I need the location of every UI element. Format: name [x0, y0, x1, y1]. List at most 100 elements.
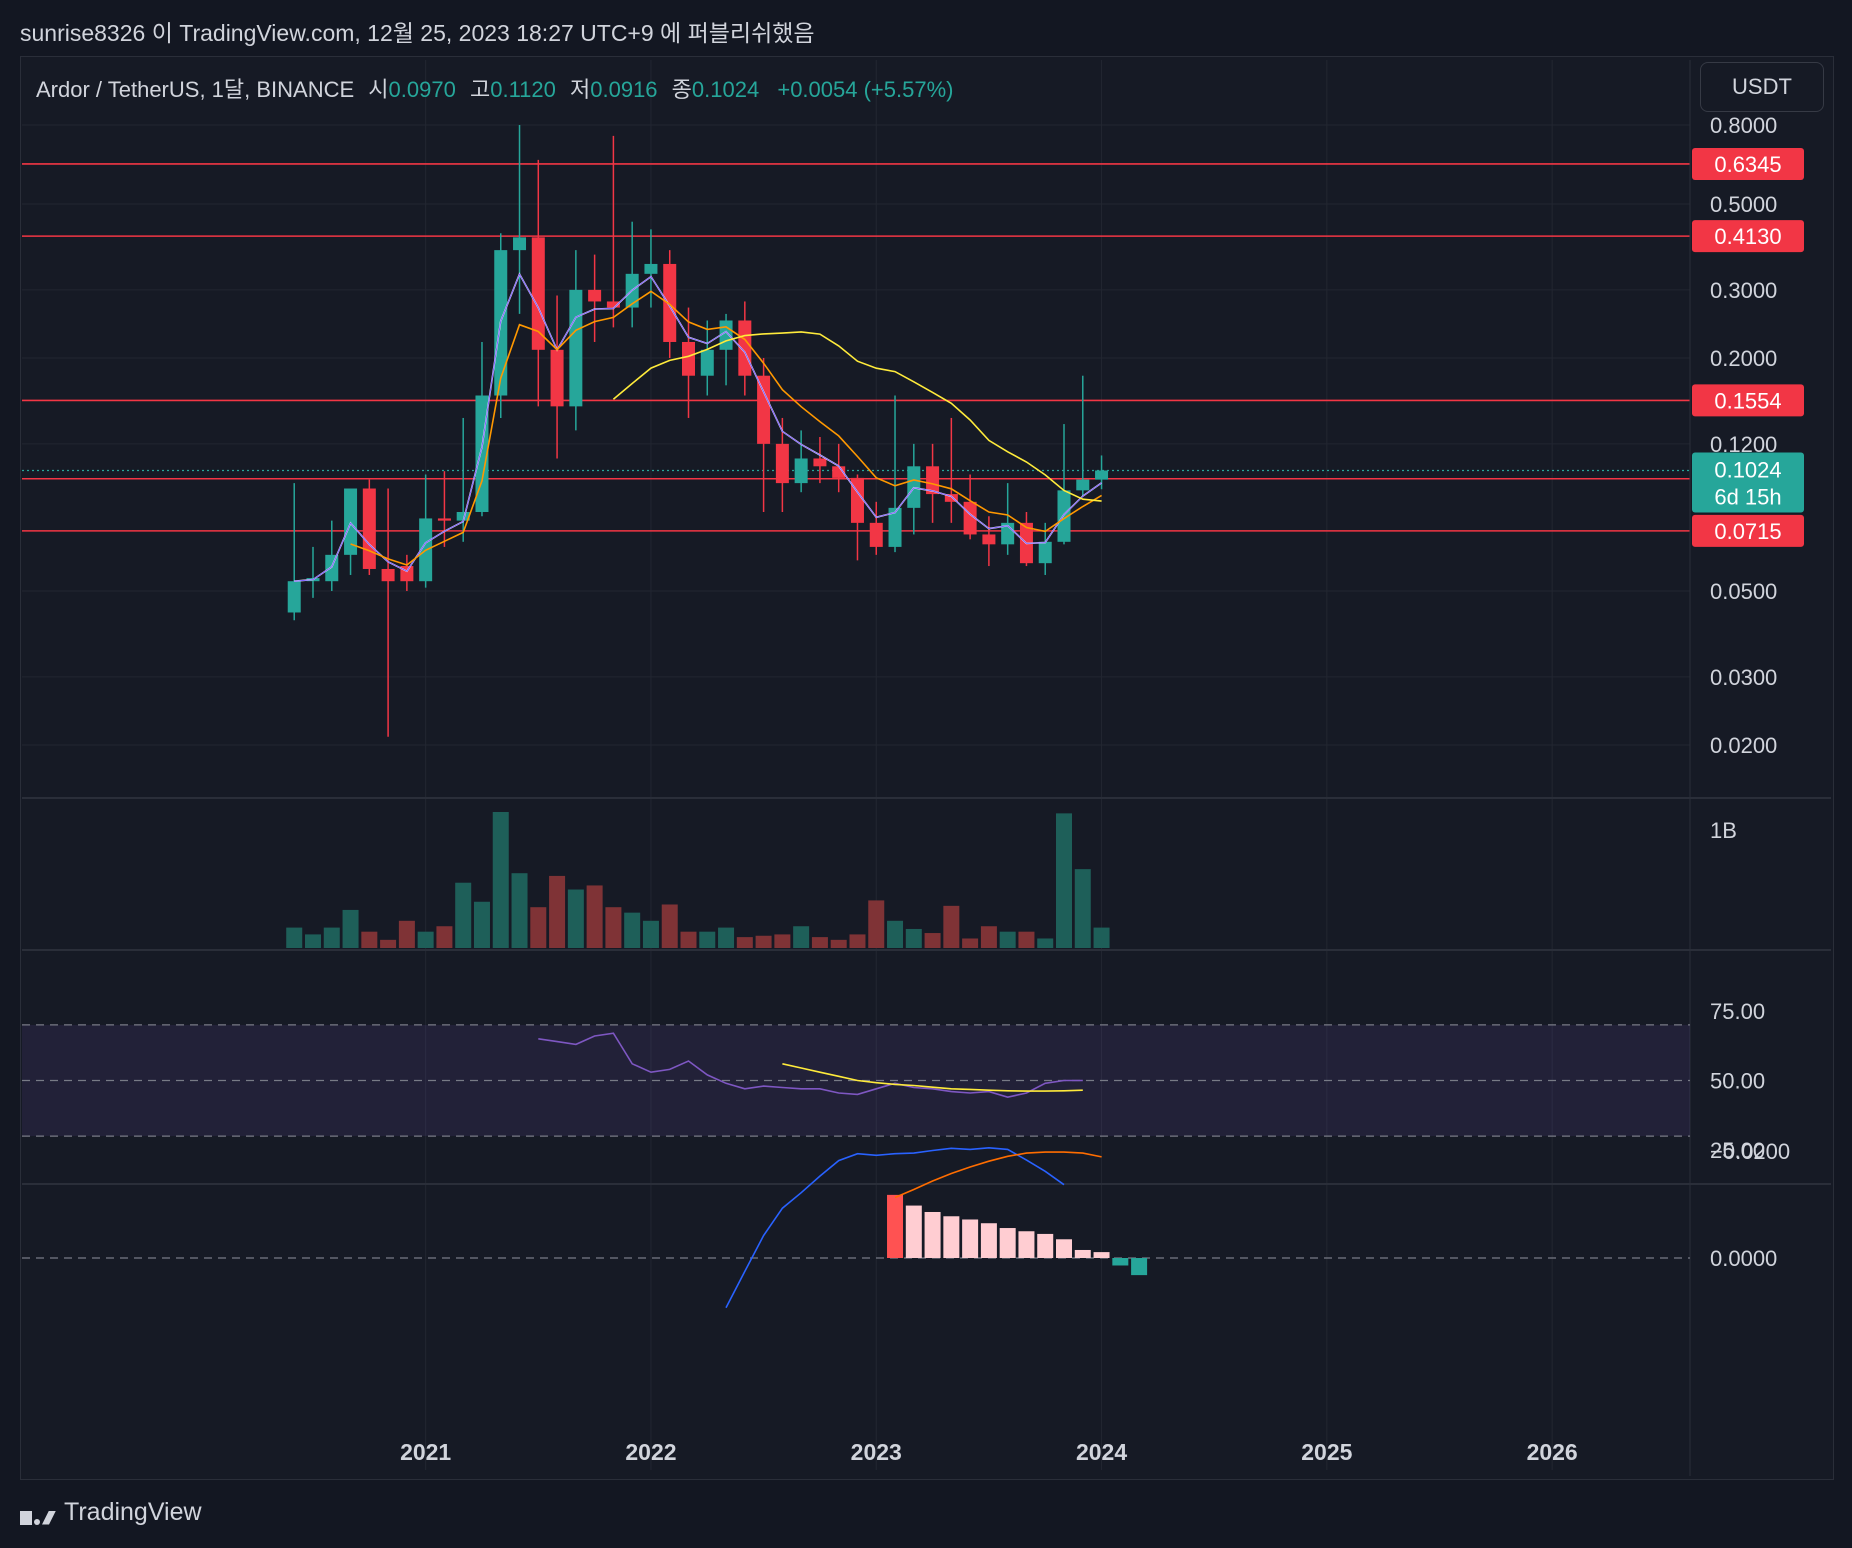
candle-body-2023-12	[1076, 479, 1090, 491]
macd-hist-bar-5	[980, 1223, 997, 1258]
currency-button[interactable]: USDT	[1700, 62, 1824, 112]
time-tick-2021: 2021	[400, 1439, 451, 1465]
ema-fast-line	[294, 272, 1103, 582]
ma-long-line	[612, 331, 1102, 502]
candle-body-2020-08	[325, 554, 339, 582]
level-label-bg-0	[1692, 147, 1804, 180]
low-label: 저	[570, 77, 591, 102]
tradingview-logo[interactable]: TradingView	[20, 1498, 202, 1527]
level-label-bg-4	[1692, 514, 1804, 547]
level-label-4: 0.0715	[1714, 519, 1781, 544]
volume-bar-2020-06	[286, 927, 303, 948]
pane-dividers	[22, 60, 1831, 1476]
level-label-0: 0.6345	[1714, 152, 1781, 177]
volume-bar-2021-05	[492, 812, 509, 948]
rsi-line	[538, 1032, 1083, 1099]
volume-bar-2020-12	[398, 920, 415, 948]
volume-tick-1B: 1B	[1710, 818, 1737, 843]
volume-bar-2022-03	[680, 931, 697, 948]
volume-bar-2021-04	[473, 901, 490, 948]
candle-body-2022-02	[663, 263, 677, 342]
candle-body-2022-06	[738, 320, 752, 376]
candle-body-2022-08	[775, 443, 789, 484]
macd-hist-bar-9	[1056, 1239, 1072, 1258]
price-tick-0.0300: 0.0300	[1710, 665, 1777, 690]
time-tick-2023: 2023	[851, 1439, 902, 1465]
rsi-pane	[22, 1024, 1690, 1137]
candle-body-2022-07	[757, 375, 771, 444]
price-tick-0.2000: 0.2000	[1710, 346, 1777, 371]
macd-hist-bar-11	[1093, 1252, 1110, 1258]
candle-body-2020-06	[287, 581, 301, 613]
candle-body-2021-03	[456, 512, 470, 521]
macd-hist-bar-2	[924, 1211, 941, 1258]
volume-bar-2022-12	[849, 934, 866, 948]
candle-body-2023-11	[1057, 490, 1071, 542]
macd-tick--0.02: −0.0200	[1710, 1139, 1790, 1164]
macd-hist-bar-6	[999, 1228, 1016, 1258]
level-label-bg-1	[1692, 220, 1804, 253]
candle-body-2022-09	[794, 458, 808, 484]
volume-bar-2021-10	[586, 885, 603, 948]
rsi-tick-50.00: 50.00	[1710, 1069, 1765, 1094]
macd-hist-bar-13	[1131, 1258, 1148, 1276]
macd-hist-bar-1	[905, 1205, 922, 1258]
candle-body-2021-06	[513, 237, 527, 251]
change-value: +0.0054 (+5.57%)	[777, 77, 954, 102]
price-tick-0.5000: 0.5000	[1710, 192, 1777, 217]
volume-bar-2023-02	[887, 920, 904, 948]
volume-bar-2022-02	[661, 904, 678, 948]
time-tick-2024: 2024	[1076, 1439, 1127, 1465]
symbol-legend[interactable]: Ardor / TetherUS, 1달, BINANCE 시0.0970 고0…	[36, 72, 953, 104]
grid-lines	[22, 60, 1690, 1470]
volume-bar-2021-01	[417, 931, 434, 948]
volume-bar-2020-11	[380, 939, 397, 948]
volume-bar-2020-09	[342, 909, 359, 948]
last-price-label-bg	[1692, 452, 1804, 513]
volume-bar-2023-12	[1074, 869, 1091, 948]
volume-bars	[286, 812, 1110, 948]
countdown-label: 6d 15h	[1714, 485, 1781, 510]
time-tick-2022: 2022	[625, 1439, 676, 1465]
candle-body-2023-02	[888, 507, 902, 547]
volume-bar-2023-04	[924, 933, 941, 948]
macd-pane	[22, 1146, 1690, 1309]
candle-body-2022-12	[850, 477, 864, 523]
publish-header: sunrise8326 이 TradingView.com, 12월 25, 2…	[20, 20, 815, 46]
volume-bar-2021-09	[567, 889, 584, 948]
last-price-label: 0.1024	[1714, 458, 1781, 483]
macd-line	[725, 1146, 1065, 1309]
volume-bar-2022-01	[642, 920, 659, 948]
candle-body-2023-07	[982, 534, 996, 545]
candle-body-2021-11	[606, 301, 620, 308]
candle-body-2023-10	[1038, 541, 1052, 564]
macd-hist-bar-4	[962, 1219, 979, 1258]
price-axis: 0.02000.03000.05000.12000.20000.30000.50…	[1710, 113, 1790, 1271]
candle-body-2022-01	[644, 263, 658, 274]
candle-body-2023-04	[926, 466, 940, 495]
volume-bar-2021-12	[624, 912, 641, 948]
volume-bar-2023-05	[943, 905, 960, 948]
volume-bar-2020-08	[323, 927, 340, 948]
volume-bar-2022-10	[811, 937, 828, 948]
candle-body-2023-01	[869, 522, 883, 547]
price-tick-0.0200: 0.0200	[1710, 733, 1777, 758]
symbol-name: Ardor / TetherUS, 1달, BINANCE	[36, 77, 355, 102]
low-value: 0.0916	[590, 77, 658, 102]
tradingview-brand: TradingView	[64, 1498, 202, 1526]
candle-body-2020-10	[362, 488, 376, 569]
macd-hist-bar-8	[1037, 1233, 1054, 1258]
level-label-1: 0.4130	[1714, 224, 1781, 249]
volume-bar-2023-01	[868, 900, 885, 948]
candle-body-2020-11	[381, 568, 395, 582]
volume-bar-2023-07	[980, 926, 997, 948]
open-value: 0.0970	[388, 77, 456, 102]
volume-bar-2021-03	[455, 882, 472, 948]
candle-body-2021-07	[531, 237, 545, 350]
macd-hist-bar-7	[1018, 1231, 1035, 1258]
time-tick-2025: 2025	[1301, 1439, 1352, 1465]
volume-bar-2022-08	[774, 934, 791, 948]
volume-bar-2022-07	[755, 935, 772, 948]
macd-hist-bar-12	[1112, 1258, 1129, 1266]
